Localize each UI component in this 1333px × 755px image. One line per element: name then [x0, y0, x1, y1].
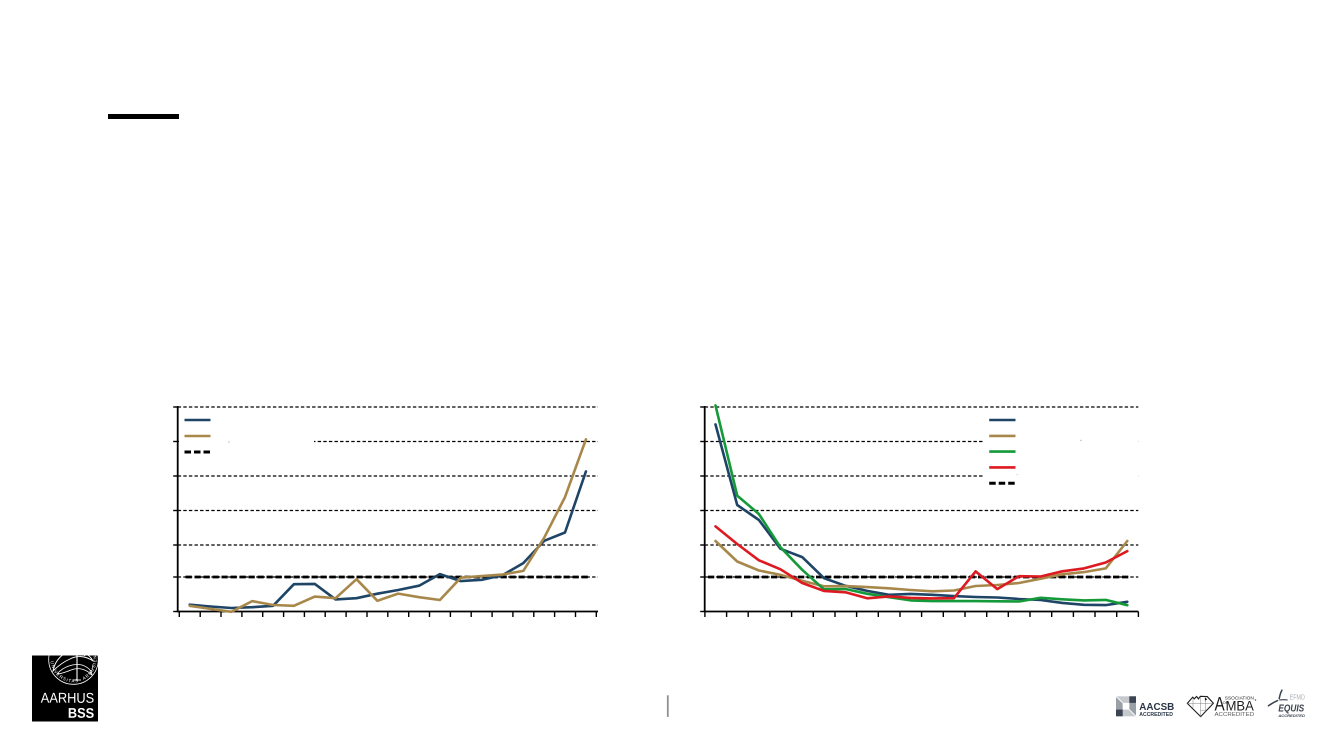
svg-text:BSS: BSS [68, 705, 94, 721]
svg-text:ACCREDITED: ACCREDITED [1139, 712, 1173, 718]
svg-text:s: s [1255, 698, 1257, 702]
svg-text:MBA: MBA [1226, 697, 1255, 713]
svg-text:EFMD: EFMD [1290, 694, 1305, 701]
svg-text:A: A [1215, 694, 1225, 715]
svg-text:OF: OF [1223, 700, 1229, 705]
svg-text:EQUIS: EQUIS [1278, 704, 1304, 715]
svg-text:AACSB: AACSB [1139, 702, 1174, 713]
svg-text:SSOCIATION: SSOCIATION [1225, 696, 1254, 701]
svg-text:AARHUS: AARHUS [41, 691, 94, 707]
svg-text:ACCREDITED: ACCREDITED [1215, 712, 1255, 718]
svg-text:ACCREDITED: ACCREDITED [1277, 714, 1305, 718]
